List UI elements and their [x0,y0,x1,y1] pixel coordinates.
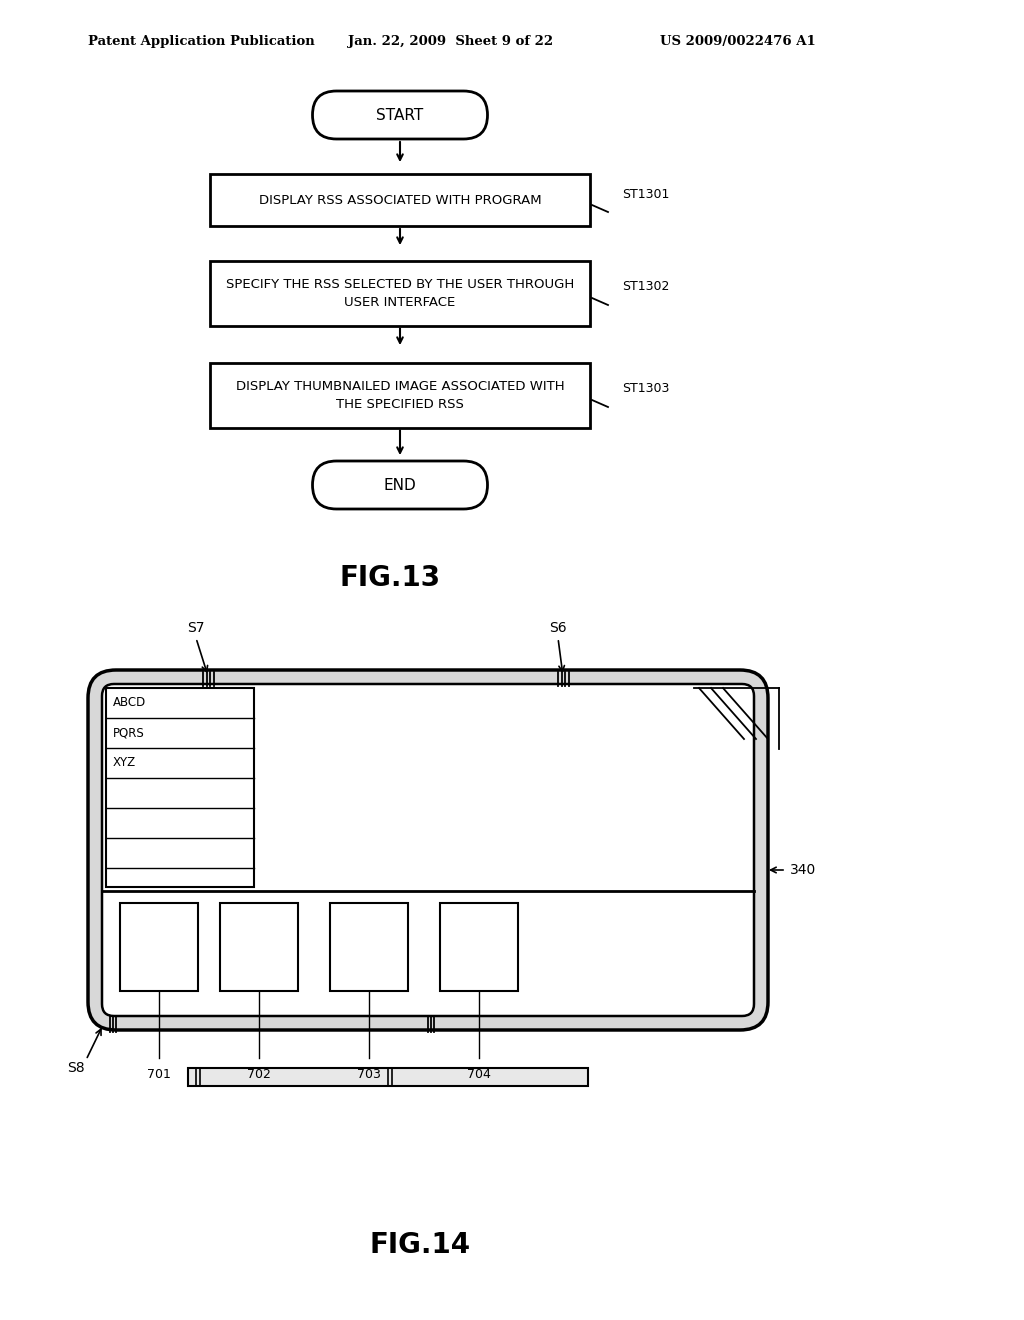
Text: PQRS: PQRS [113,726,144,739]
FancyBboxPatch shape [210,260,590,326]
Text: 702: 702 [247,1068,271,1081]
FancyBboxPatch shape [102,684,754,1016]
Text: XYZ: XYZ [113,756,136,770]
FancyBboxPatch shape [440,903,518,991]
Text: END: END [384,478,417,492]
Text: FIG.14: FIG.14 [370,1232,471,1259]
Text: Jan. 22, 2009  Sheet 9 of 22: Jan. 22, 2009 Sheet 9 of 22 [348,36,553,49]
Text: ABCD: ABCD [113,697,146,710]
Text: DISPLAY RSS ASSOCIATED WITH PROGRAM: DISPLAY RSS ASSOCIATED WITH PROGRAM [259,194,542,206]
Text: 701: 701 [147,1068,171,1081]
FancyBboxPatch shape [210,174,590,226]
Text: ST1303: ST1303 [622,383,670,396]
Text: 340: 340 [790,863,816,876]
Text: Patent Application Publication: Patent Application Publication [88,36,314,49]
Text: SPECIFY THE RSS SELECTED BY THE USER THROUGH
USER INTERFACE: SPECIFY THE RSS SELECTED BY THE USER THR… [226,277,574,309]
Text: START: START [377,107,424,123]
FancyBboxPatch shape [106,688,254,887]
Text: S6: S6 [549,620,567,635]
Text: FIG.13: FIG.13 [339,564,440,591]
FancyBboxPatch shape [210,363,590,428]
FancyBboxPatch shape [88,671,768,1030]
FancyBboxPatch shape [312,91,487,139]
Text: DISPLAY THUMBNAILED IMAGE ASSOCIATED WITH
THE SPECIFIED RSS: DISPLAY THUMBNAILED IMAGE ASSOCIATED WIT… [236,380,564,411]
FancyBboxPatch shape [188,1068,588,1086]
Text: US 2009/0022476 A1: US 2009/0022476 A1 [660,36,816,49]
FancyBboxPatch shape [330,903,408,991]
Text: 704: 704 [467,1068,490,1081]
Text: S7: S7 [187,620,205,635]
Text: ST1302: ST1302 [622,281,670,293]
FancyBboxPatch shape [120,903,198,991]
FancyBboxPatch shape [220,903,298,991]
Text: ST1301: ST1301 [622,187,670,201]
Text: S8: S8 [68,1061,85,1074]
Text: 703: 703 [357,1068,381,1081]
FancyBboxPatch shape [312,461,487,510]
